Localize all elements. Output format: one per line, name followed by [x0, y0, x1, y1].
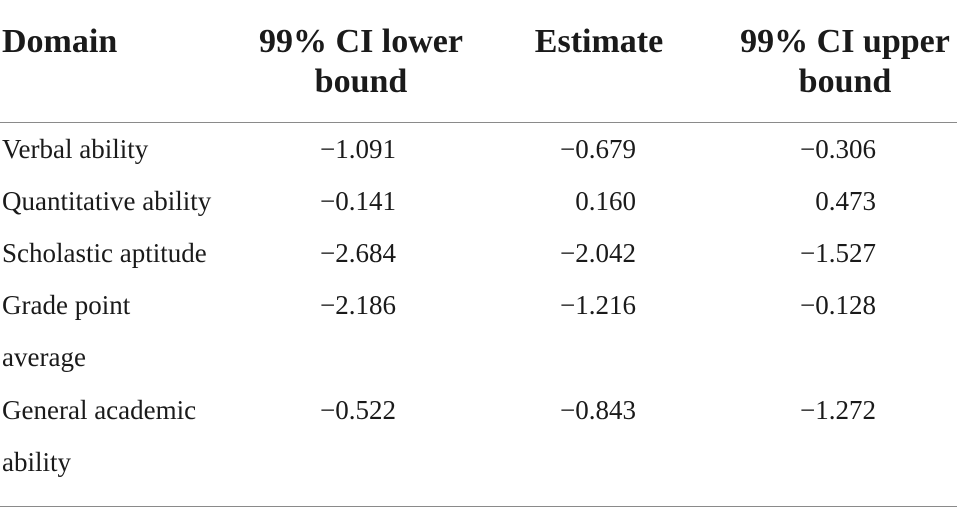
cell-lower: −2.186 — [320, 290, 396, 320]
cell-domain: Verbal ability — [2, 134, 149, 164]
header-ci-lower: 99% CI lower bound — [259, 23, 463, 100]
cell-upper: −0.306 — [800, 134, 876, 164]
cell-domain: Scholastic aptitude — [2, 238, 207, 268]
cell-estimate: −2.042 — [560, 238, 636, 268]
cell-lower: −0.141 — [320, 186, 396, 216]
cell-estimate: −1.216 — [560, 290, 636, 320]
cell-domain: Quantitative ability — [2, 186, 212, 216]
cell-estimate: −0.679 — [560, 134, 636, 164]
cell-upper: −1.272 — [800, 395, 876, 425]
cell-domain: General academic ability — [2, 395, 197, 477]
cell-upper: −1.527 — [800, 238, 876, 268]
header-estimate: Estimate — [534, 23, 664, 60]
header-ci-upper: 99% CI upper bound — [740, 23, 950, 100]
header-rule — [0, 122, 957, 123]
cell-lower: −2.684 — [320, 238, 396, 268]
header-domain: Domain — [2, 23, 118, 60]
cell-lower: −1.091 — [320, 134, 396, 164]
cell-lower: −0.522 — [320, 395, 396, 425]
cell-upper: 0.473 — [815, 186, 876, 216]
cell-domain: Grade point average — [2, 290, 131, 372]
cell-estimate: −0.843 — [560, 395, 636, 425]
footer-rule — [0, 506, 957, 507]
cell-estimate: 0.160 — [575, 186, 636, 216]
cell-upper: −0.128 — [800, 290, 876, 320]
